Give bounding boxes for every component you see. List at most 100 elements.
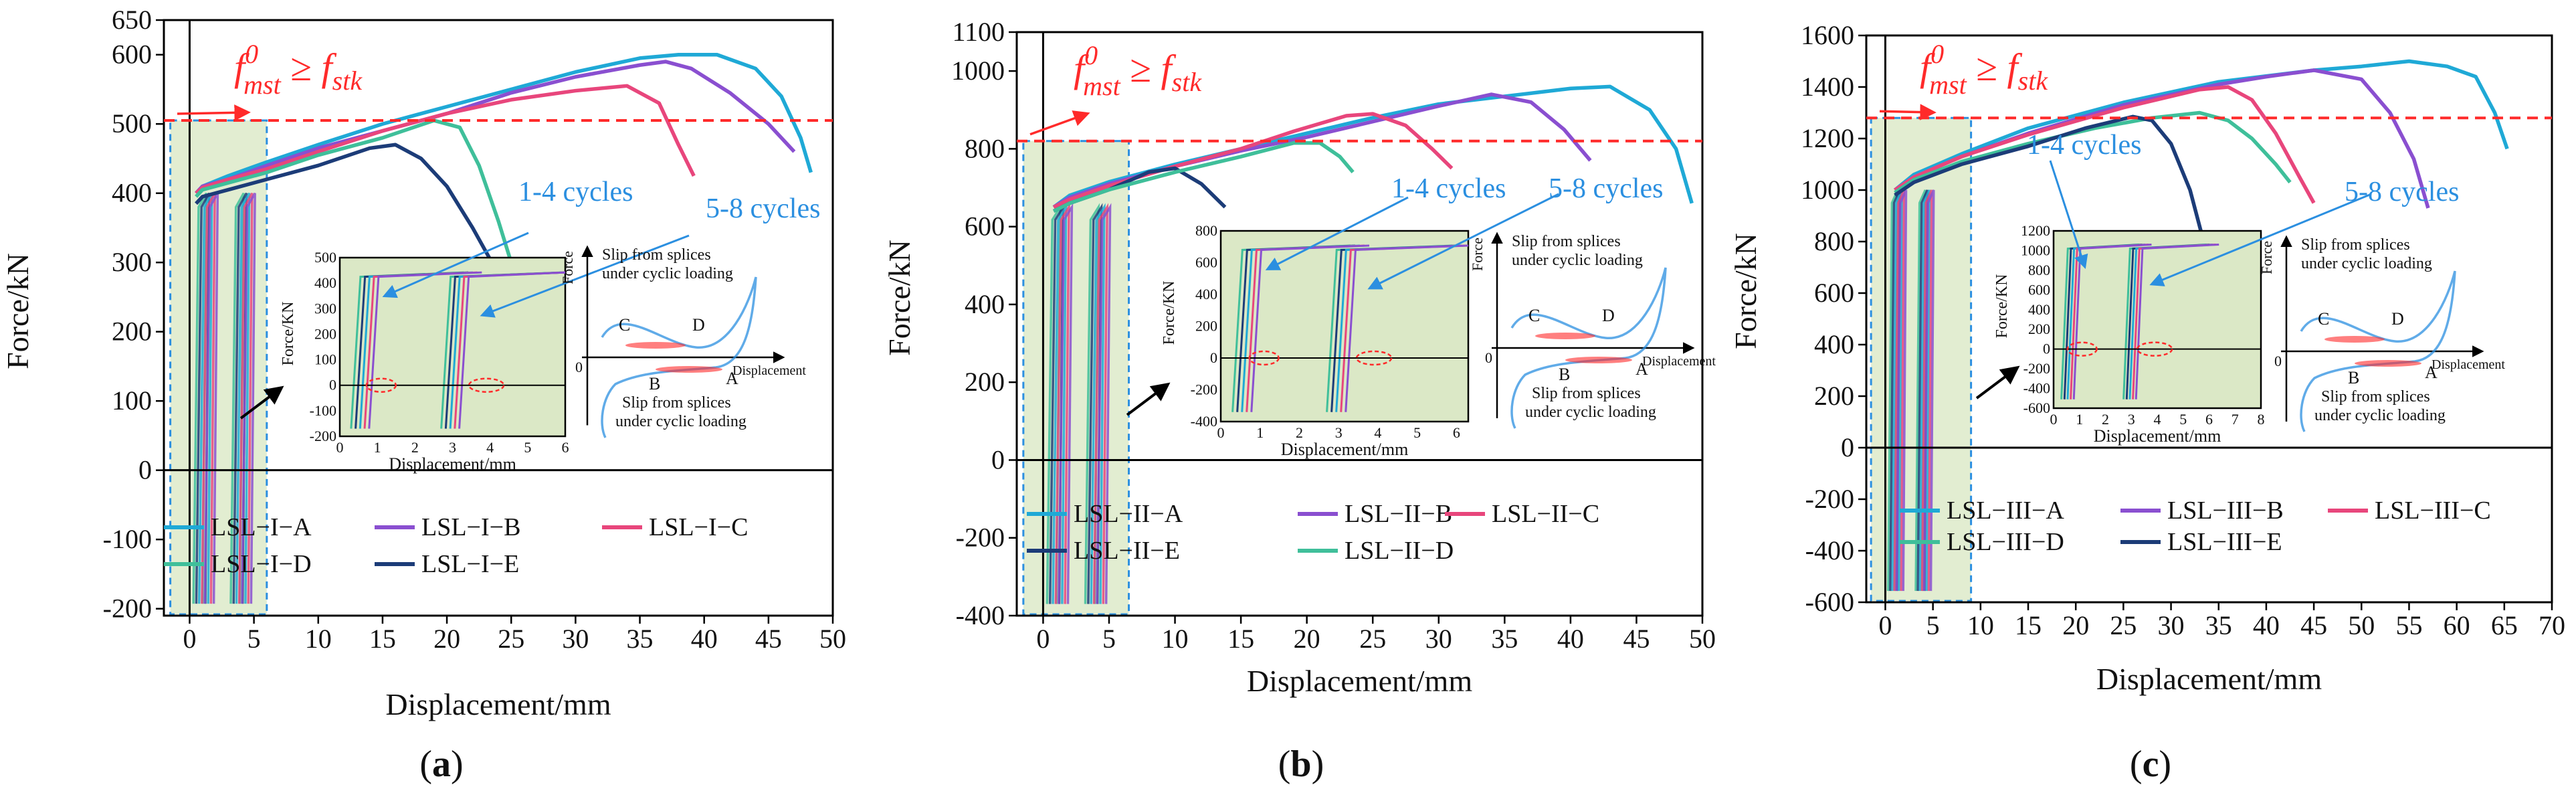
arrow-cycles-5-8 bbox=[480, 234, 690, 318]
panel-b: 0 5 10 15 20 25 30 35 40 45 50-400-200020040060080… bbox=[882, 17, 1716, 785]
inset-x-tick-label: 1 bbox=[1256, 424, 1264, 441]
inset-x-tick-label: 3 bbox=[449, 439, 456, 456]
schematic-force-label: Force bbox=[559, 251, 576, 284]
slip-zone-top bbox=[2324, 336, 2385, 343]
panel-caption: (c) bbox=[2130, 743, 2171, 785]
inset-x-tick-label: 2 bbox=[1296, 424, 1303, 441]
slip-top-line2: under cyclic loading bbox=[1512, 252, 1643, 269]
inset-x-tick-label: 5 bbox=[2179, 411, 2187, 428]
point-D: D bbox=[1602, 306, 1615, 325]
slip-marker-2 bbox=[1355, 350, 1393, 366]
hysteresis-loop-1-5 bbox=[203, 192, 219, 604]
y-tick-label: 800 bbox=[965, 133, 1005, 163]
hysteresis-loop-1-4 bbox=[201, 192, 216, 604]
y-tick-label: -200 bbox=[1805, 484, 1854, 514]
inset-x-tick-label: 6 bbox=[1453, 424, 1460, 441]
inset-y-label: Force/KN bbox=[1161, 281, 1178, 345]
hysteresis-loop-1-3 bbox=[197, 192, 213, 604]
arrow-cycles-1-4 bbox=[2049, 160, 2088, 269]
inset-x-tick-label: 4 bbox=[1374, 424, 1381, 441]
hysteresis-loop-2-4 bbox=[237, 192, 254, 604]
schematic-loop bbox=[601, 276, 757, 438]
slip-top-line1: Slip from splices bbox=[1512, 233, 1621, 250]
relation: ≥ bbox=[1120, 47, 1161, 90]
y-tick-label: 650 bbox=[112, 5, 152, 35]
point-C: C bbox=[1528, 306, 1540, 325]
legend-label: LSL−III−A bbox=[1947, 497, 2064, 525]
x-tick-label: 40 bbox=[2253, 610, 2280, 640]
point-B: B bbox=[2348, 368, 2359, 387]
x-tick-label: 55 bbox=[2395, 610, 2422, 640]
inset-x-tick-label: 0 bbox=[336, 439, 344, 456]
inset-x-label: Displacement/mm bbox=[1281, 440, 1409, 459]
y-tick-label: 1000 bbox=[1801, 175, 1854, 205]
label-cycles-1-4: 1-4 cycles bbox=[1391, 173, 1506, 204]
y-tick-label: 1200 bbox=[1801, 123, 1854, 153]
x-tick-label: 40 bbox=[1557, 624, 1584, 654]
x-tick-label: 15 bbox=[369, 624, 396, 654]
inset-plot: 0 1 2 3 4 5 6 -200 -100 0 100 200 300 400 500 Displacem… bbox=[280, 249, 569, 474]
slip-marker-1 bbox=[365, 377, 397, 393]
hysteresis-loop-1-3 bbox=[1052, 203, 1068, 604]
inset-y-tick-label: -200 bbox=[1191, 381, 1217, 398]
legend: LSL−I−A LSL−I−B LSL−I−C LSL−I−D LSL−I−E bbox=[164, 513, 748, 578]
inset-y-tick-label: -200 bbox=[2023, 360, 2050, 377]
plot-frame bbox=[163, 19, 834, 617]
series-LSL−III−E bbox=[1894, 114, 2207, 245]
inset-x-label: Displacement/mm bbox=[389, 454, 516, 474]
threshold-label: f0 mst ≥ fstk bbox=[1074, 40, 1202, 101]
y-tick-label: 600 bbox=[112, 39, 152, 70]
inset-y-label: Force/KN bbox=[1993, 274, 2011, 339]
f2-sub: stk bbox=[1172, 67, 1203, 97]
panel-a: 0 5 10 15 20 25 30 35 40 45 50-200-100010020030040… bbox=[1, 5, 846, 785]
panel-c: 0 5 10 15 20 25 30 35 40 45 50 55 60 65 70-600-400-200… bbox=[1728, 20, 2565, 785]
x-tick-label: 10 bbox=[305, 624, 332, 654]
x-tick-label: 65 bbox=[2491, 610, 2518, 640]
arrow-cycles-1-4 bbox=[1265, 196, 1409, 270]
slip-zone-bottom bbox=[1565, 357, 1632, 363]
inset-x-tick-label: 0 bbox=[2050, 411, 2058, 428]
caption-close: ) bbox=[2159, 743, 2171, 785]
y-tick-label: 600 bbox=[1814, 278, 1854, 308]
x-tick-label: 50 bbox=[819, 624, 846, 654]
x-tick-label: 0 bbox=[183, 624, 196, 654]
hysteresis-loop-2-4 bbox=[1920, 189, 1933, 592]
inset-y-tick-label: 400 bbox=[2028, 301, 2050, 318]
x-tick-label: 40 bbox=[691, 624, 718, 654]
y-tick-label: 1400 bbox=[1801, 72, 1854, 102]
shaded-initial-region bbox=[1022, 140, 1130, 616]
inset-y-tick-label: 0 bbox=[2043, 341, 2050, 357]
hysteresis-loop-1-4 bbox=[1054, 203, 1070, 604]
inset-y-tick-label: 400 bbox=[314, 274, 336, 291]
inset-x-tick-label: 3 bbox=[2128, 411, 2135, 428]
point-D: D bbox=[2391, 309, 2404, 329]
arrow-cycles-5-8 bbox=[2149, 193, 2372, 286]
x-tick-label: 45 bbox=[755, 624, 782, 654]
x-tick-label: 45 bbox=[1623, 624, 1650, 654]
inset-x-tick-label: 5 bbox=[524, 439, 531, 456]
caption-close: ) bbox=[451, 743, 464, 785]
y-tick-label: 400 bbox=[965, 289, 1005, 319]
inset-y-label: Force/KN bbox=[280, 302, 297, 366]
x-tick-label: 10 bbox=[1162, 624, 1189, 654]
hysteresis-loop-2-5 bbox=[1922, 189, 1935, 592]
inset-y-tick-label: 200 bbox=[1195, 318, 1217, 335]
slip-bottom-line2: under cyclic loading bbox=[1525, 404, 1656, 421]
f-sub: mst bbox=[243, 70, 281, 100]
series-LSL−I−C bbox=[195, 84, 696, 195]
x-axis-label: Displacement/mm bbox=[1247, 664, 1472, 698]
f-sup: 0 bbox=[1084, 40, 1098, 70]
inset-y-tick-label: 0 bbox=[1210, 349, 1217, 366]
legend-label: LSL−I−B bbox=[421, 513, 520, 541]
slip-zone-top bbox=[625, 342, 686, 349]
threshold-arrow bbox=[1879, 104, 1937, 120]
slip-top-line2: under cyclic loading bbox=[2301, 255, 2432, 272]
relation: ≥ bbox=[281, 46, 322, 89]
legend-label: LSL−II−B bbox=[1345, 500, 1452, 528]
schematic-disp-label: Displacement bbox=[1642, 354, 1716, 369]
caption-close: ) bbox=[1312, 743, 1324, 785]
slip-marker-2 bbox=[468, 377, 505, 393]
arrow-cycles-1-4 bbox=[382, 232, 529, 298]
